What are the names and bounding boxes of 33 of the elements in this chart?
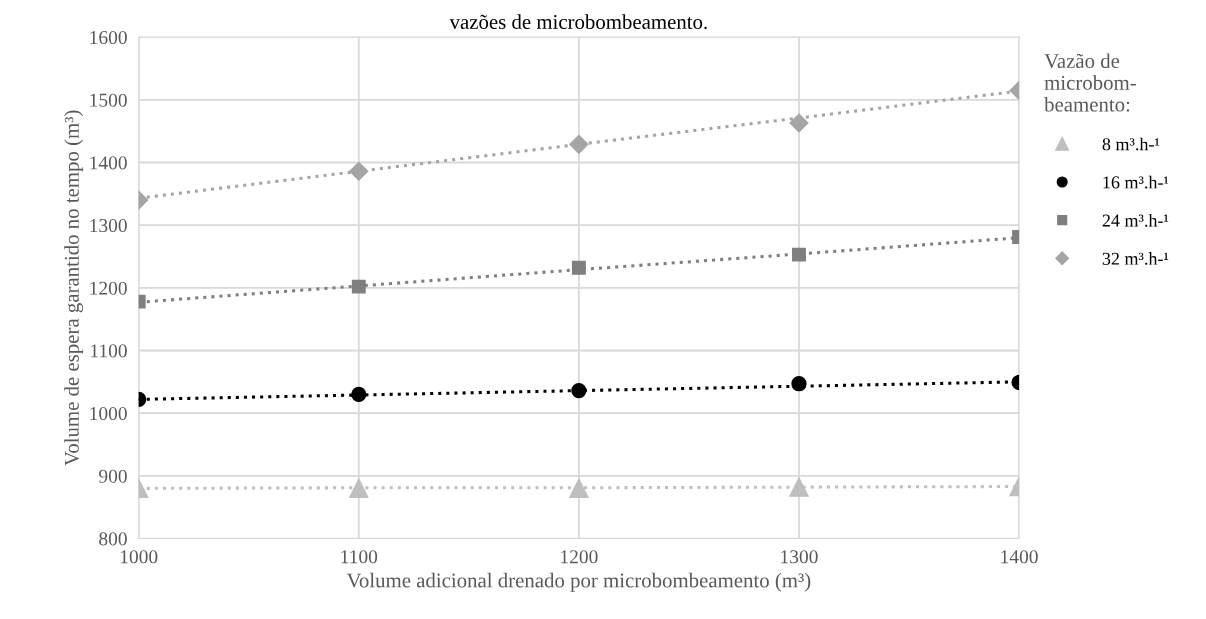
y-axis-title: Volume de espera garantido no tempo (m³) [64, 110, 84, 466]
point [349, 478, 369, 499]
x-tick-label: 1200 [561, 550, 598, 564]
x-tick-label: 1000 [120, 550, 158, 564]
x-tick-label: 1100 [341, 550, 378, 564]
point [571, 382, 587, 399]
point [349, 161, 369, 181]
point [791, 376, 807, 392]
x-tick-label: 1300 [781, 550, 818, 564]
x-tick-label: 1400 [1001, 550, 1038, 564]
chart-title: vazões de microbombeamento. [449, 14, 707, 30]
x-axis-title: Volume adicional drenado por microbombeamento (m³) [346, 572, 811, 592]
legend-label: 24 m³.h-¹ [1102, 213, 1169, 227]
point [571, 260, 586, 275]
y-tick-label: 1200 [90, 281, 127, 295]
point [792, 247, 806, 262]
legend-label: 16 m³.h-¹ [1103, 175, 1169, 189]
y-tick-label: 1000 [90, 407, 127, 421]
y-tick-label: 1500 [90, 93, 127, 107]
y-tick-label: 900 [99, 469, 127, 483]
legend-title: Vazão de microbom- beamento: [1044, 53, 1136, 112]
y-tick-label: 1400 [90, 156, 127, 170]
point [351, 386, 367, 403]
point [569, 134, 589, 154]
legend-label: 8 m³.h-¹ [1102, 137, 1160, 151]
legend-label: 32 m³.h-¹ [1102, 252, 1169, 265]
point [569, 478, 589, 499]
point [789, 477, 809, 497]
y-tick-label: 1300 [90, 218, 127, 233]
y-tick-label: 1100 [91, 344, 127, 358]
y-tick-label: 800 [99, 532, 127, 546]
y-tick-label: 1600 [90, 30, 127, 45]
point [789, 113, 809, 133]
